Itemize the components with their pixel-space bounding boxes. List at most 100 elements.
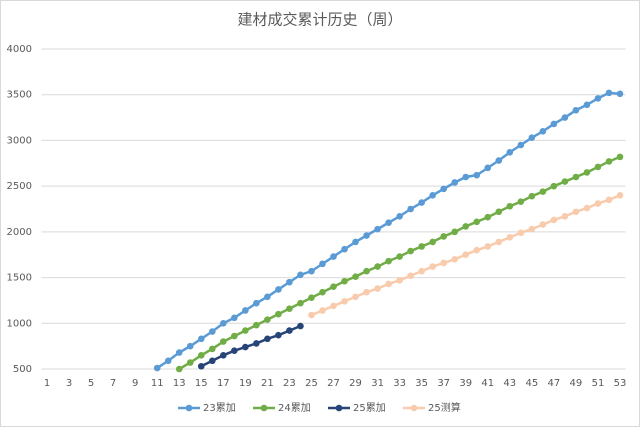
point — [594, 200, 602, 207]
point — [616, 191, 624, 199]
point — [418, 243, 425, 250]
point — [407, 272, 414, 280]
x-tick-label: 25 — [305, 378, 318, 389]
point — [341, 298, 348, 305]
point — [242, 343, 249, 351]
point — [330, 253, 337, 260]
x-tick-label: 23 — [283, 378, 296, 389]
point — [308, 294, 315, 301]
point — [352, 273, 359, 280]
point — [153, 364, 161, 372]
point — [506, 234, 514, 241]
point — [418, 267, 425, 275]
x-tick-label: 53 — [614, 378, 627, 389]
point — [186, 359, 194, 366]
point — [594, 95, 602, 102]
point — [473, 246, 481, 254]
x-tick-label: 43 — [503, 378, 516, 389]
point — [253, 340, 260, 347]
point — [352, 293, 359, 301]
point — [451, 228, 459, 236]
point — [484, 213, 492, 221]
point — [473, 171, 481, 179]
point — [429, 263, 436, 270]
x-tick-label: 7 — [110, 378, 116, 389]
point — [297, 322, 304, 330]
point — [308, 311, 315, 319]
point — [484, 243, 492, 250]
y-tick-label: 3000 — [7, 135, 32, 146]
point — [539, 221, 547, 228]
point — [451, 255, 459, 263]
point — [561, 178, 569, 185]
point — [572, 106, 580, 114]
series-line — [200, 324, 301, 368]
point — [561, 213, 569, 220]
point — [385, 219, 392, 227]
x-tick-label: 11 — [151, 378, 164, 389]
point — [462, 173, 470, 181]
y-tick-label: 1000 — [7, 318, 32, 329]
point — [561, 114, 569, 121]
y-tick-label: 3500 — [7, 90, 32, 101]
point — [583, 204, 591, 212]
point — [197, 362, 205, 370]
point — [495, 157, 503, 164]
y-tick-label: 500 — [13, 364, 32, 375]
x-tick-label: 37 — [437, 378, 450, 389]
x-tick-label: 33 — [393, 378, 406, 389]
point — [319, 260, 326, 268]
point — [594, 163, 602, 171]
point — [495, 208, 503, 216]
x-tick-label: 31 — [371, 378, 384, 389]
point — [231, 347, 238, 355]
point — [197, 351, 205, 359]
point — [286, 278, 293, 286]
legend-label: 23累加 — [203, 402, 236, 414]
x-tick-label: 39 — [459, 378, 472, 389]
x-tick-label: 51 — [592, 378, 605, 389]
x-tick-label: 15 — [195, 378, 208, 389]
point — [550, 120, 558, 128]
point — [297, 271, 304, 279]
point — [539, 127, 547, 135]
point — [242, 327, 249, 334]
x-tick-label: 17 — [217, 378, 230, 389]
point — [484, 164, 492, 172]
x-tick-label: 29 — [349, 378, 362, 389]
point — [231, 314, 238, 322]
point — [385, 257, 392, 265]
point — [572, 208, 580, 216]
point — [253, 299, 260, 307]
x-tick-label: 13 — [173, 378, 186, 389]
chart-title: 建材成交累计历史（周） — [237, 11, 402, 29]
point — [616, 90, 624, 98]
point — [495, 238, 503, 246]
point — [175, 365, 183, 373]
point — [605, 158, 613, 165]
point — [220, 319, 227, 327]
point — [451, 179, 459, 186]
point — [363, 232, 370, 239]
y-tick-label: 4000 — [7, 44, 32, 55]
point — [164, 357, 172, 365]
point — [616, 153, 624, 161]
point — [396, 213, 403, 220]
point — [220, 351, 227, 359]
point — [231, 332, 238, 340]
point — [418, 199, 425, 206]
point — [297, 299, 304, 307]
point — [583, 101, 591, 109]
point — [330, 302, 337, 310]
x-tick-label: 27 — [327, 378, 340, 389]
x-tick-label: 9 — [132, 378, 138, 389]
point — [550, 182, 558, 190]
point — [517, 229, 525, 237]
point — [429, 238, 436, 246]
legend-marker — [185, 404, 193, 412]
point — [407, 247, 414, 255]
point — [385, 280, 392, 288]
x-tick-label: 41 — [481, 378, 494, 389]
point — [396, 277, 403, 284]
x-tick-label: 3 — [66, 378, 72, 389]
